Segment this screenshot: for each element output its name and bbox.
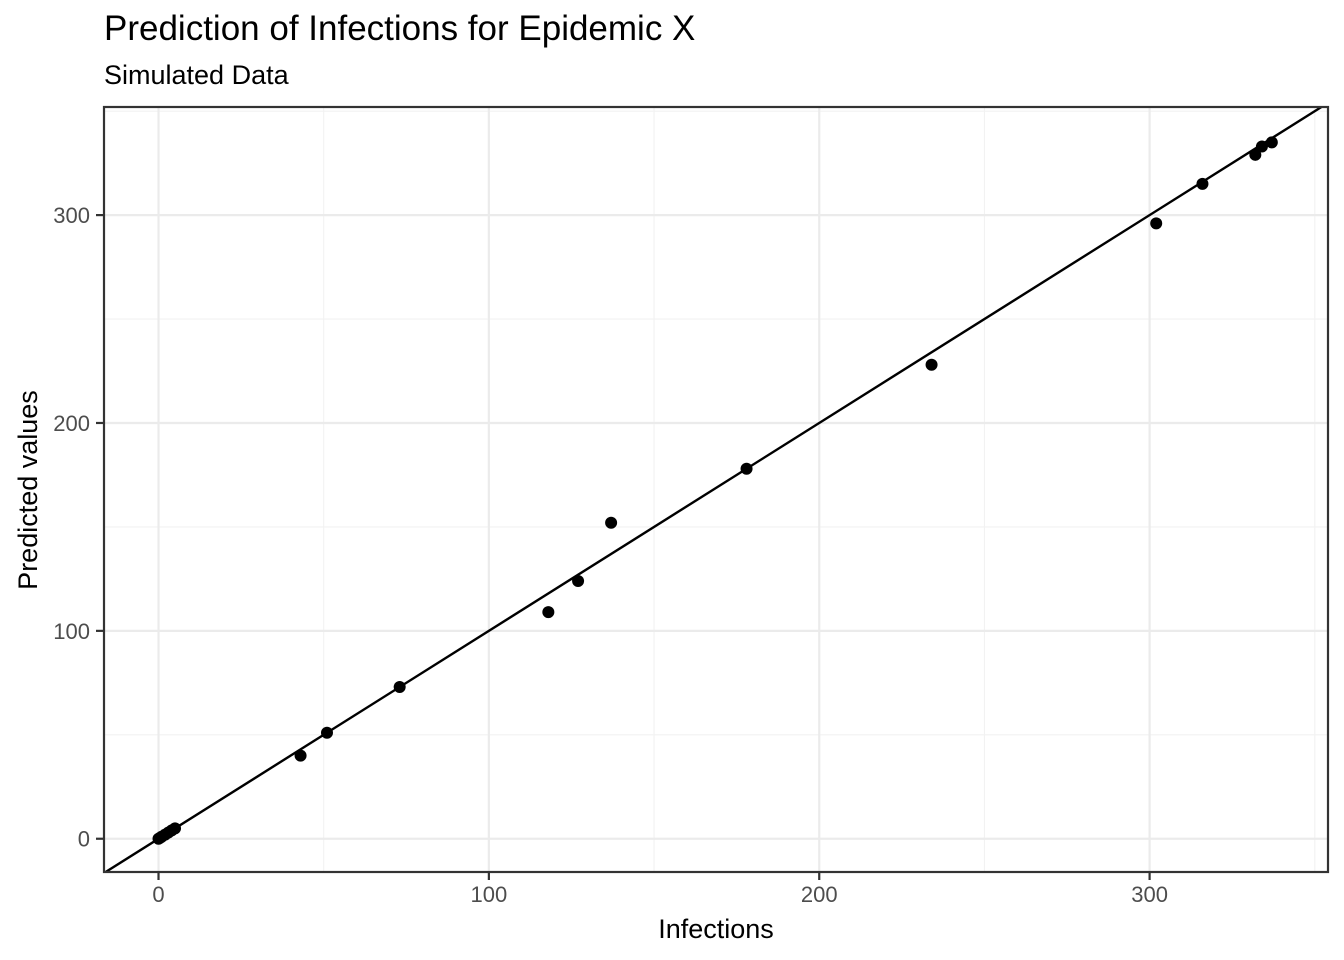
data-point [925, 358, 938, 371]
data-point [294, 749, 307, 762]
y-tick-label: 300 [53, 203, 90, 228]
data-point [1196, 177, 1209, 190]
reference-line [105, 105, 1323, 874]
y-tick-label: 100 [53, 619, 90, 644]
chart-subtitle: Simulated Data [104, 60, 290, 90]
points-layer [152, 136, 1278, 845]
x-tick-label: 200 [801, 882, 838, 907]
data-point [572, 574, 585, 587]
ticks-layer: 0 100 200 300 0 100 200 300 [53, 203, 1168, 907]
data-point [393, 680, 406, 693]
data-point [169, 822, 182, 835]
grid-layer [104, 107, 1328, 872]
data-point [320, 726, 333, 739]
chart-title: Prediction of Infections for Epidemic X [104, 9, 695, 48]
data-point [542, 606, 555, 619]
x-tick-label: 0 [152, 882, 164, 907]
data-point [605, 516, 618, 529]
data-point [1249, 148, 1262, 161]
reference-line-layer [105, 105, 1323, 874]
x-tick-label: 100 [471, 882, 508, 907]
x-tick-label: 300 [1131, 882, 1168, 907]
y-tick-label: 200 [53, 411, 90, 436]
data-point [1150, 217, 1163, 230]
y-tick-label: 0 [78, 827, 90, 852]
x-axis-title: Infections [658, 914, 774, 944]
data-point [740, 462, 753, 475]
panel-border [102, 105, 1330, 874]
data-point [1265, 136, 1278, 149]
y-axis-title: Predicted values [13, 390, 43, 590]
data-point [1255, 140, 1268, 153]
